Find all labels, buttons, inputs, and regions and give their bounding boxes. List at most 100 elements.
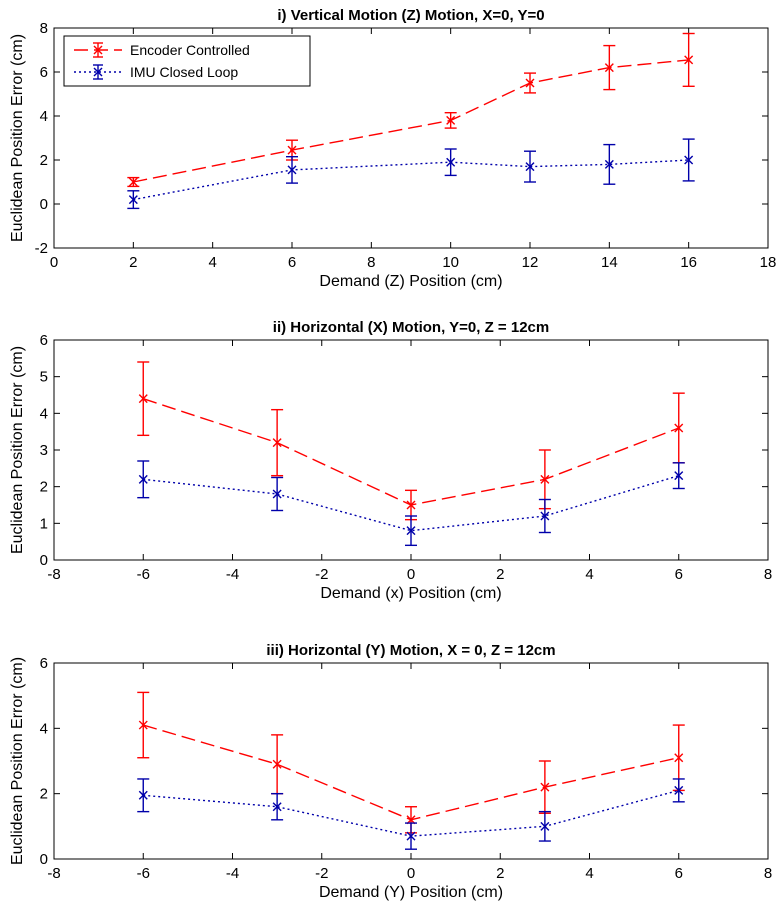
legend-label: IMU Closed Loop [130,64,238,80]
point-marker [446,115,456,125]
y-tick-label: 5 [40,369,48,386]
series-1 [127,32,695,188]
data-point [540,821,550,831]
series-line [133,159,689,201]
series-line [143,724,679,821]
point-marker [138,790,148,800]
data-point [674,471,684,481]
point-marker [406,526,416,536]
point-marker [272,759,282,769]
legend-item: IMU Closed Loop [74,64,238,80]
legend-label: Encoder Controlled [130,42,250,58]
y-tick-label: 2 [40,479,48,496]
y-axis-label: Euclidean Position Error (cm) [9,346,26,554]
data-point [540,782,550,792]
x-tick-label: -8 [47,566,60,583]
data-point [540,511,550,521]
point-marker [525,78,535,88]
x-tick-label: -4 [226,566,239,583]
x-tick-label: 10 [442,254,459,271]
x-tick-label: 8 [367,254,375,271]
chart-panel-1: i) Vertical Motion (Z) Motion, X=0, Y=0 0… [9,7,776,290]
chart-title: ii) Horizontal (X) Motion, Y=0, Z = 12cm [273,319,549,336]
x-tick-label: 2 [496,566,504,583]
y-tick-label: 6 [40,332,48,349]
y-tick-label: 4 [40,720,48,737]
point-marker [446,157,456,167]
data-point [674,753,684,763]
point-marker [540,782,550,792]
data-point [540,474,550,484]
legend-marker [93,45,103,55]
point-marker [287,165,297,175]
data-point [684,155,694,165]
x-tick-label: 0 [407,566,415,583]
x-tick-label: 6 [675,865,683,882]
y-tick-label: 2 [40,152,48,169]
point-marker [138,720,148,730]
chart-panel-2: ii) Horizontal (X) Motion, Y=0, Z = 12cm… [9,319,772,602]
x-tick-label: -6 [137,865,150,882]
data-point [406,500,416,510]
point-marker [138,474,148,484]
point-marker [287,145,297,155]
x-tick-label: 0 [407,865,415,882]
y-tick-label: 6 [40,655,48,672]
data-point [406,526,416,536]
point-marker [540,511,550,521]
data-point [287,145,297,155]
y-tick-label: 0 [40,552,48,569]
x-tick-label: 6 [675,566,683,583]
x-tick-label: -4 [226,865,239,882]
data-point [406,831,416,841]
x-tick-label: 4 [585,865,593,882]
x-tick-label: -2 [315,865,328,882]
data-point [138,394,148,404]
legend-item: Encoder Controlled [74,42,250,58]
data-point [272,802,282,812]
x-tick-label: -8 [47,865,60,882]
chart-title: iii) Horizontal (Y) Motion, X = 0, Z = 1… [266,642,555,659]
x-tick-label: 8 [764,566,772,583]
point-marker [604,63,614,73]
x-tick-label: 16 [680,254,697,271]
y-tick-label: 0 [40,196,48,213]
series-2 [137,778,685,850]
data-point [138,474,148,484]
data-point [446,157,456,167]
x-tick-label: -2 [315,566,328,583]
y-tick-label: 1 [40,515,48,532]
data-point [287,165,297,175]
point-marker [128,195,138,205]
x-tick-label: 2 [129,254,137,271]
point-marker [674,423,684,433]
point-marker [525,162,535,172]
data-point [128,177,138,187]
chart-title: i) Vertical Motion (Z) Motion, X=0, Y=0 [277,7,544,24]
y-tick-label: 4 [40,108,48,125]
x-axis-label: Demand (Y) Position (cm) [319,884,503,901]
data-point [128,195,138,205]
point-marker [674,785,684,795]
chart-panel-3: iii) Horizontal (Y) Motion, X = 0, Z = 1… [9,642,772,901]
point-marker [128,177,138,187]
data-point [684,55,694,65]
x-axis-label: Demand (Z) Position (cm) [319,273,502,290]
legend-box [63,35,311,87]
series-line [143,398,680,506]
point-marker [540,821,550,831]
y-tick-label: 6 [40,64,48,81]
y-axis-label: Euclidean Position Error (cm) [9,657,26,865]
point-marker [684,55,694,65]
y-tick-label: 3 [40,442,48,459]
legend-marker [93,67,103,77]
series-1 [137,361,685,521]
plot-frame [53,27,769,249]
data-point [138,790,148,800]
data-point [272,489,282,499]
x-tick-label: 0 [50,254,58,271]
point-marker [604,159,614,169]
series-1 [137,691,685,834]
x-tick-label: 12 [522,254,539,271]
